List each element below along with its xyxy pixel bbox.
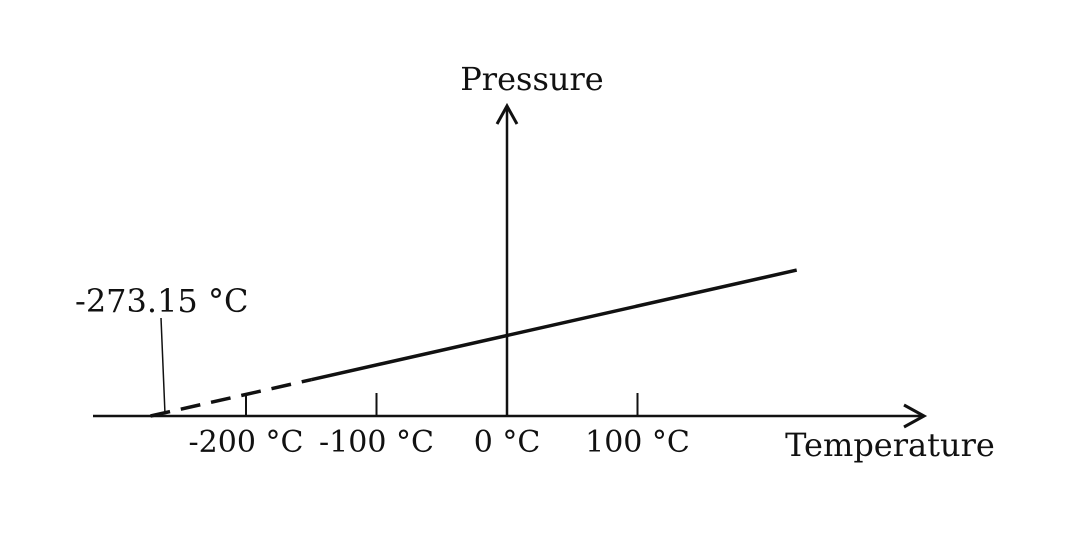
y-axis-arrowhead [495, 102, 519, 125]
absolute-zero-label: -273.15 °C [75, 282, 248, 320]
absolute-zero-leader-line [160, 317, 166, 415]
x-axis-title: Temperature [785, 426, 995, 464]
measured-line-segment [310, 268, 798, 382]
y-axis-title: Pressure [460, 60, 603, 98]
x-axis-arrowhead [903, 403, 928, 429]
x-tick-label: 100 °C [585, 425, 690, 460]
x-tick-label: -200 °C [189, 425, 304, 460]
x-tick-label: -100 °C [319, 425, 434, 460]
x-tick-label: 0 °C [474, 425, 541, 460]
extrapolated-line-segment [150, 377, 312, 418]
